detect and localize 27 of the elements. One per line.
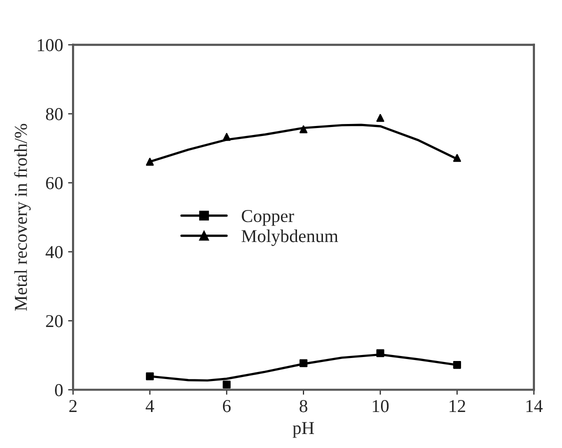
point — [222, 132, 231, 141]
y-tick-label: 0 — [55, 384, 63, 396]
x-tick-label: 12 — [450, 400, 466, 412]
y-axis-title: Metal recovery in froth/% — [14, 124, 31, 311]
point — [300, 359, 308, 368]
point — [146, 372, 154, 380]
x-tick-label: 6 — [222, 400, 231, 412]
x-axis-title: pH — [292, 422, 314, 438]
y-tick-label: 80 — [46, 108, 63, 120]
x-tick-label: 14 — [526, 400, 543, 412]
legend-label: Copper — [242, 210, 294, 226]
point — [376, 349, 384, 358]
point — [453, 154, 462, 162]
y-tick-label: 40 — [46, 246, 63, 258]
x-tick-label: 8 — [300, 400, 308, 412]
x-tick-label: 10 — [372, 400, 389, 412]
point — [300, 125, 308, 134]
y-tick-label: 60 — [46, 177, 63, 190]
y-tick-label: 20 — [46, 315, 63, 328]
x-tick-label: 2 — [69, 400, 77, 412]
point — [453, 360, 462, 369]
y-tick-label: 100 — [38, 39, 63, 52]
legend-label: Molybdenum — [242, 230, 338, 246]
x-tick-label: 4 — [146, 400, 154, 412]
point — [376, 114, 384, 122]
point — [146, 158, 154, 166]
point — [222, 380, 231, 389]
